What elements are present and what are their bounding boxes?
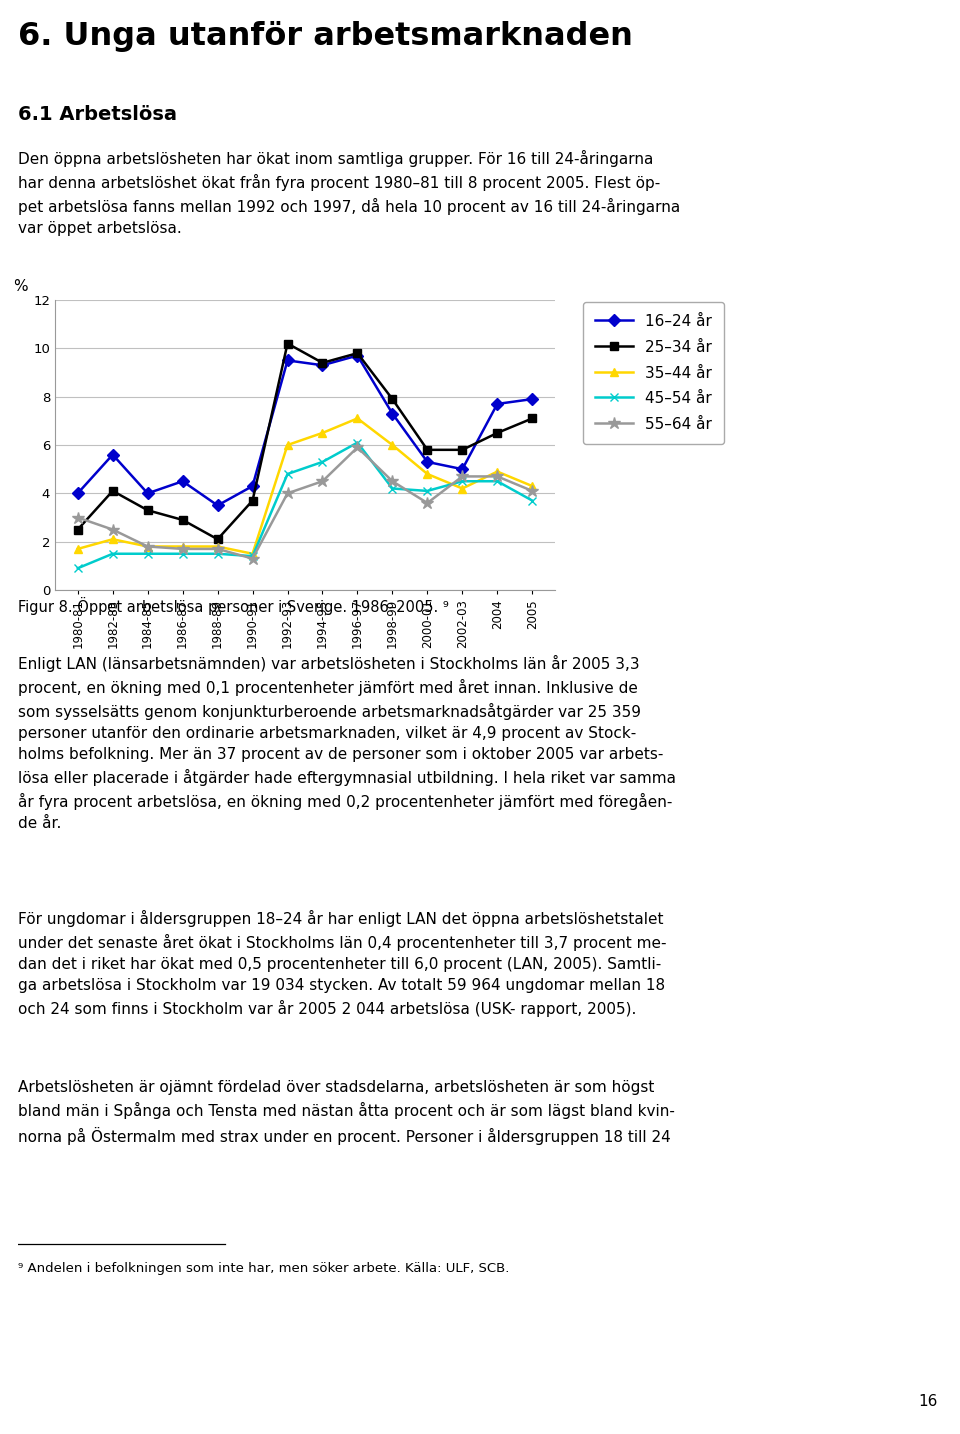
16–24 år xyxy=(177,473,188,490)
Text: Figur 8. Öppet arbetslösa personer i Sverige. 1986–2005. ⁹: Figur 8. Öppet arbetslösa personer i Sve… xyxy=(18,597,448,615)
35–44 år xyxy=(492,463,503,480)
55–64 år xyxy=(526,482,538,499)
45–54 år xyxy=(351,435,363,452)
45–54 år xyxy=(317,453,328,470)
25–34 år xyxy=(247,492,258,509)
55–64 år xyxy=(317,473,328,490)
45–54 år xyxy=(142,545,154,562)
16–24 år xyxy=(387,404,398,422)
25–34 år xyxy=(387,390,398,407)
16–24 år xyxy=(492,396,503,413)
45–54 år xyxy=(421,482,433,499)
25–34 år xyxy=(526,410,538,427)
45–54 år xyxy=(212,545,224,562)
35–44 år xyxy=(107,531,118,548)
55–64 år xyxy=(107,521,118,538)
Y-axis label: %: % xyxy=(12,280,27,294)
55–64 år xyxy=(247,551,258,568)
Text: Den öppna arbetslösheten har ökat inom samtliga grupper. För 16 till 24-åringarn: Den öppna arbetslösheten har ökat inom s… xyxy=(18,151,681,237)
35–44 år xyxy=(421,466,433,483)
45–54 år xyxy=(177,545,188,562)
35–44 år xyxy=(281,436,293,453)
Text: För ungdomar i åldersgruppen 18–24 år har enligt LAN det öppna arbetslöshetstale: För ungdomar i åldersgruppen 18–24 år ha… xyxy=(18,911,666,1017)
45–54 år xyxy=(107,545,118,562)
16–24 år xyxy=(247,478,258,495)
16–24 år xyxy=(107,446,118,463)
45–54 år xyxy=(492,473,503,490)
Line: 45–54 år: 45–54 år xyxy=(74,439,537,572)
Text: 16: 16 xyxy=(919,1394,938,1408)
35–44 år xyxy=(457,480,468,498)
25–34 år xyxy=(177,512,188,529)
35–44 år xyxy=(247,545,258,562)
35–44 år xyxy=(526,478,538,495)
16–24 år xyxy=(457,460,468,478)
16–24 år xyxy=(351,347,363,364)
55–64 år xyxy=(387,473,398,490)
55–64 år xyxy=(351,439,363,456)
25–34 år xyxy=(492,424,503,442)
Line: 35–44 år: 35–44 år xyxy=(74,414,537,558)
25–34 år xyxy=(281,336,293,353)
Text: Arbetslösheten är ojämnt fördelad över stadsdelarna, arbetslösheten är som högst: Arbetslösheten är ojämnt fördelad över s… xyxy=(18,1080,675,1144)
25–34 år xyxy=(317,354,328,371)
Text: 6.1 Arbetslösa: 6.1 Arbetslösa xyxy=(18,105,177,123)
16–24 år xyxy=(526,390,538,407)
55–64 år xyxy=(421,495,433,512)
45–54 år xyxy=(387,480,398,498)
35–44 år xyxy=(212,538,224,555)
Text: ⁹ Andelen i befolkningen som inte har, men söker arbete. Källa: ULF, SCB.: ⁹ Andelen i befolkningen som inte har, m… xyxy=(18,1262,510,1275)
55–64 år xyxy=(281,485,293,502)
Text: Enligt LAN (länsarbetsnämnden) var arbetslösheten i Stockholms län år 2005 3,3
p: Enligt LAN (länsarbetsnämnden) var arbet… xyxy=(18,655,676,832)
45–54 år xyxy=(247,548,258,565)
55–64 år xyxy=(457,467,468,485)
45–54 år xyxy=(457,473,468,490)
Legend: 16–24 år, 25–34 år, 35–44 år, 45–54 år, 55–64 år: 16–24 år, 25–34 år, 35–44 år, 45–54 år, … xyxy=(583,301,725,445)
25–34 år xyxy=(72,521,84,538)
45–54 år xyxy=(526,492,538,509)
55–64 år xyxy=(212,541,224,558)
45–54 år xyxy=(281,466,293,483)
45–54 år xyxy=(72,559,84,576)
Line: 25–34 år: 25–34 år xyxy=(74,340,537,543)
35–44 år xyxy=(177,538,188,555)
Text: 6. Unga utanför arbetsmarknaden: 6. Unga utanför arbetsmarknaden xyxy=(18,22,633,53)
35–44 år xyxy=(351,410,363,427)
55–64 år xyxy=(492,467,503,485)
55–64 år xyxy=(142,538,154,555)
16–24 år xyxy=(212,496,224,513)
Line: 16–24 år: 16–24 år xyxy=(74,351,537,509)
25–34 år xyxy=(107,482,118,499)
25–34 år xyxy=(351,344,363,361)
16–24 år xyxy=(421,453,433,470)
16–24 år xyxy=(72,485,84,502)
35–44 år xyxy=(142,538,154,555)
25–34 år xyxy=(457,442,468,459)
35–44 år xyxy=(387,436,398,453)
25–34 år xyxy=(142,502,154,519)
Line: 55–64 år: 55–64 år xyxy=(71,442,539,565)
35–44 år xyxy=(317,424,328,442)
16–24 år xyxy=(142,485,154,502)
35–44 år xyxy=(72,541,84,558)
16–24 år xyxy=(281,351,293,369)
55–64 år xyxy=(72,509,84,526)
16–24 år xyxy=(317,357,328,374)
25–34 år xyxy=(421,442,433,459)
25–34 år xyxy=(212,531,224,548)
55–64 år xyxy=(177,541,188,558)
